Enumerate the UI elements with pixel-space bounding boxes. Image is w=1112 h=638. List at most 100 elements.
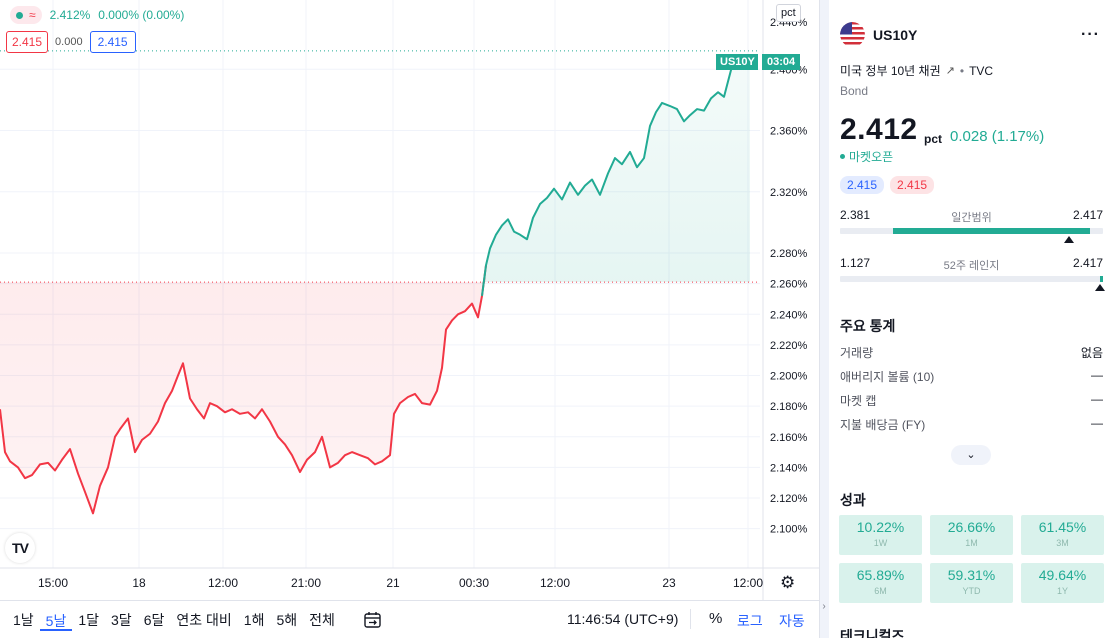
price-change: 0.028 (1.17%)	[950, 128, 1045, 145]
time-axis-label: 18	[132, 576, 146, 590]
price-axis-label: 2.320%	[770, 187, 808, 199]
day-range-label: 일간범위	[951, 212, 992, 224]
performance-cell[interactable]: 26.66% 1M	[930, 515, 1013, 555]
stat-label: 애버리지 볼륨 (10)	[840, 370, 935, 384]
year-range-fill	[1100, 276, 1104, 282]
bid-ask: 2.415 2.415	[840, 176, 935, 194]
chart-settings-gear-icon[interactable]: ⚙	[780, 573, 796, 592]
stat-row: 거래량 없음	[840, 344, 1103, 361]
more-options-icon[interactable]: ···	[1081, 26, 1100, 43]
performance-period: 1W	[873, 538, 888, 548]
performance-cell[interactable]: 65.89% 6M	[839, 563, 922, 603]
performance-cell[interactable]: 61.45% 3M	[1021, 515, 1104, 555]
toolbar-divider	[690, 609, 691, 629]
time-axis-label: 12:00	[208, 576, 238, 590]
stat-row: 애버리지 볼륨 (10) —	[840, 368, 1103, 385]
symbol-header[interactable]: US10Y	[840, 22, 917, 47]
external-link-icon[interactable]: ↗	[945, 65, 955, 77]
collapse-panel-chevron-icon[interactable]: ›	[822, 601, 826, 612]
performance-cell[interactable]: 49.64% 1Y	[1021, 563, 1104, 603]
symbol-name[interactable]: US10Y	[873, 26, 918, 43]
last-price: 2.412	[840, 113, 918, 146]
expand-chevron-down-icon[interactable]: ⌄	[951, 445, 991, 465]
range-button[interactable]: 1달	[78, 611, 100, 628]
time-axis-label: 21:00	[291, 576, 321, 590]
day-range-track	[840, 228, 1103, 234]
year-range-marker-icon	[1095, 284, 1106, 291]
range-button[interactable]: 5해	[276, 611, 298, 628]
bid-price: 2.415	[840, 176, 885, 194]
year-range-label: 52주 레인지	[943, 260, 1000, 272]
trade-buttons: 2.415 0.000 2.415	[6, 31, 136, 53]
panel-divider[interactable]	[819, 0, 829, 638]
market-status-pill[interactable]: ≈	[10, 6, 42, 24]
time-axis-label: 12:00	[540, 576, 570, 590]
year-range-high: 2.417	[1072, 256, 1103, 270]
stat-row: 지불 배당금 (FY) —	[840, 416, 1103, 433]
bar-countdown-tag: 03:04	[762, 54, 801, 70]
price-axis-label: 2.120%	[770, 493, 808, 505]
tradingview-logo-icon[interactable]: TV	[5, 533, 35, 563]
log-scale-toggle[interactable]: 로그	[737, 613, 763, 629]
exchange-name[interactable]: TVC	[969, 63, 994, 78]
range-button[interactable]: 6달	[143, 611, 165, 628]
day-range-marker-icon	[1063, 236, 1074, 243]
time-axis-label: 21	[386, 576, 400, 590]
clock-timezone[interactable]: 11:46:54 (UTC+9)	[567, 611, 679, 627]
price-axis-label: 2.280%	[770, 248, 808, 260]
performance-period: 1Y	[1056, 586, 1068, 596]
buy-button[interactable]: 2.415	[89, 31, 136, 53]
range-button[interactable]: 1날	[13, 611, 34, 628]
legend-change: 0.000% (0.00%)	[98, 8, 185, 22]
technicals-title: 테크니컬즈	[840, 628, 905, 638]
performance-period: 3M	[1056, 538, 1069, 548]
performance-grid: 10.22% 1W 26.66% 1M 61.45% 3M 65.89% 6M 59.31% YT…	[839, 515, 1104, 603]
price-axis-label: 2.220%	[770, 340, 808, 352]
stat-label: 거래량	[840, 346, 874, 360]
price-axis-label: 2.360%	[770, 126, 808, 138]
performance-value: 10.22%	[856, 519, 905, 535]
performance-value: 26.66%	[947, 519, 996, 535]
range-button[interactable]: 3달	[111, 611, 132, 628]
price-axis-label: 2.200%	[770, 371, 808, 383]
range-button[interactable]: 연초 대비	[176, 611, 232, 628]
symbol-details-panel: US10Y ··· 미국 정부 10년 채권 ↗ • TVC Bond 2.41…	[829, 0, 1112, 638]
performance-cell[interactable]: 59.31% YTD	[930, 563, 1013, 603]
performance-value: 59.31%	[947, 567, 996, 583]
us-flag-icon	[840, 22, 865, 47]
range-button[interactable]: 1해	[243, 611, 265, 628]
price-unit-button[interactable]: pct	[776, 4, 801, 22]
range-button[interactable]: 전체	[309, 611, 335, 628]
ask-price: 2.415	[890, 176, 935, 194]
chart-pane[interactable]: 2.400% 2.360% 2.320% 2.280% 2.260% 2.240% 2.22…	[0, 0, 819, 600]
performance-period: 1M	[965, 538, 978, 548]
time-axis-label: 15:00	[38, 576, 68, 590]
stat-value: 없음	[1080, 346, 1103, 360]
stat-value: —	[1091, 416, 1103, 430]
time-axis-label: 23	[662, 576, 676, 590]
time-axis-label: 12:00	[733, 576, 763, 590]
symbol-description[interactable]: 미국 정부 10년 채권	[840, 64, 941, 78]
performance-cell[interactable]: 10.22% 1W	[839, 515, 922, 555]
bottom-toolbar: 1날 5날 1달 3달 6달 연초 대비 1해 5해 전체 11:46:54 (UTC+9) %…	[0, 600, 819, 638]
instrument-type: Bond	[840, 84, 869, 98]
market-status-label: 마켓오픈	[849, 150, 894, 164]
range-button[interactable]: 5날	[39, 609, 73, 631]
spread-value: 0.000	[55, 36, 83, 48]
goto-date-icon[interactable]	[363, 610, 383, 630]
price-axis-label: 2.240%	[770, 309, 808, 321]
performance-value: 49.64%	[1038, 567, 1087, 583]
percent-scale-toggle[interactable]: %	[709, 610, 723, 627]
sell-button[interactable]: 2.415	[6, 31, 49, 53]
price-axis-label: 2.140%	[770, 462, 808, 474]
below-baseline-area	[0, 265, 486, 514]
market-open-dot-icon	[840, 154, 845, 159]
price-chart[interactable]: 2.400%2.360%2.320%2.280%2.260%2.240%2.22…	[0, 0, 819, 600]
day-range-low: 2.381	[840, 208, 871, 222]
performance-period: 6M	[874, 586, 887, 596]
price-axis-label: 2.160%	[770, 432, 808, 444]
performance-value: 65.89%	[856, 567, 905, 583]
auto-scale-toggle[interactable]: 자동	[779, 613, 805, 629]
price-line-above	[481, 60, 751, 297]
stat-row: 마켓 캡 —	[840, 392, 1103, 409]
